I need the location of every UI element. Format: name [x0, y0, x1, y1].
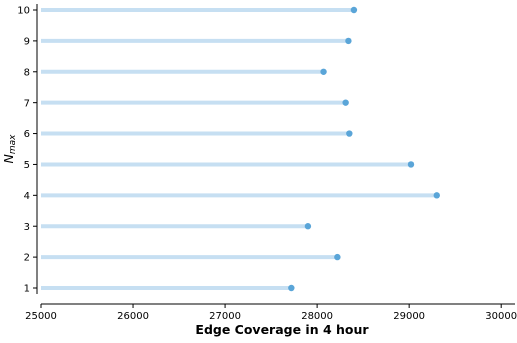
marker-7 [342, 99, 349, 106]
x-tick-label-28000: 28000 [301, 311, 333, 322]
stems [41, 8, 437, 290]
x-tick-label-30000: 30000 [485, 311, 517, 322]
y-tick-label-4: 4 [24, 191, 30, 202]
marker-2 [334, 253, 341, 261]
x-ticks: 25000 26000 27000 28000 29000 30000 [25, 304, 517, 322]
y-axis-title-main: N [1, 153, 16, 163]
markers [288, 6, 440, 292]
y-tick-label-1: 1 [24, 284, 30, 295]
marker-8 [320, 68, 327, 75]
marker-4 [433, 192, 440, 199]
marker-1 [288, 284, 295, 292]
y-axis-title-sub: max [8, 134, 18, 154]
y-tick-label-6: 6 [24, 129, 30, 140]
x-tick-label-29000: 29000 [393, 311, 425, 322]
y-tick-label-3: 3 [24, 222, 30, 233]
y-ticks: 1 2 3 4 5 6 7 8 9 10 [17, 6, 37, 295]
y-tick-label-10: 10 [17, 6, 30, 17]
y-tick-label-2: 2 [24, 253, 30, 264]
y-axis-title: Nmax [1, 134, 18, 164]
y-tick-label-9: 9 [24, 36, 30, 47]
marker-6 [346, 130, 353, 137]
x-tick-label-27000: 27000 [209, 311, 241, 322]
x-axis-title: Edge Coverage in 4 hour [195, 322, 369, 337]
y-tick-label-5: 5 [24, 160, 30, 171]
marker-5 [407, 161, 415, 168]
y-tick-label-7: 7 [24, 98, 30, 109]
marker-3 [304, 223, 312, 230]
x-tick-label-26000: 26000 [117, 311, 149, 322]
x-tick-label-25000: 25000 [25, 311, 57, 322]
marker-10 [350, 6, 358, 14]
y-tick-label-8: 8 [24, 67, 30, 78]
marker-9 [345, 37, 352, 45]
axes [36, 4, 515, 305]
